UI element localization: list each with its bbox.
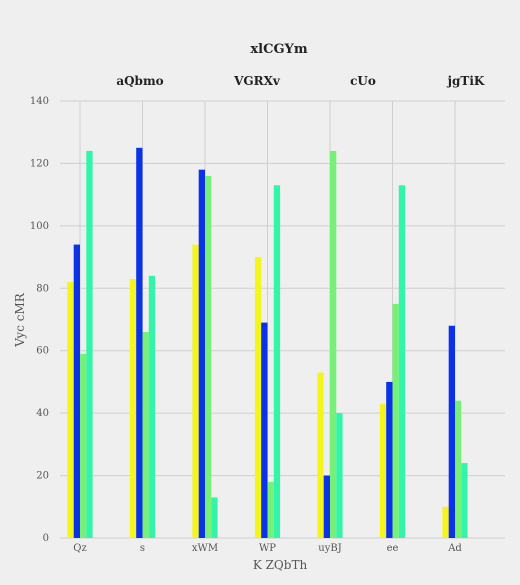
x-tick-label: xWM <box>192 543 218 554</box>
y-tick-label: 60 <box>36 346 49 357</box>
bar-VGRXv-Qz <box>73 244 80 539</box>
legend-entry-jgTiK: jgTiK <box>447 74 485 88</box>
bar-layer <box>67 147 468 539</box>
bar-aQbmo-s <box>129 278 137 538</box>
bar-cUo-s <box>142 331 149 538</box>
bar-cUo-Qz <box>80 353 87 538</box>
x-axis-label: K ZQbTh <box>253 558 308 572</box>
bar-cUo-uyBJ <box>330 150 337 538</box>
y-tick-label: 40 <box>36 408 49 419</box>
chart-title: xlCGYm <box>250 42 307 57</box>
y-tick-label: 80 <box>36 283 49 294</box>
bar-aQbmo-Ad <box>442 506 449 538</box>
x-tick-label: s <box>140 543 145 554</box>
bar-VGRXv-Ad <box>448 325 455 538</box>
y-tick-label: 100 <box>30 221 49 232</box>
bar-jgTiK-uyBJ <box>336 413 343 538</box>
y-tick-label: 120 <box>30 158 49 169</box>
bar-jgTiK-xWM <box>211 497 218 538</box>
x-tick-label: WP <box>259 543 276 554</box>
x-tick-label: ee <box>387 543 399 554</box>
bar-aQbmo-WP <box>254 257 262 538</box>
bar-VGRXv-uyBJ <box>323 475 330 538</box>
bar-VGRXv-s <box>136 147 143 539</box>
x-tick-label: uyBJ <box>318 543 341 554</box>
legend-entry-aQbmo: aQbmo <box>116 74 163 88</box>
bar-aQbmo-ee <box>379 403 387 538</box>
bar-aQbmo-uyBJ <box>317 372 324 538</box>
legend-entry-cUo: cUo <box>350 74 376 88</box>
x-tick-label: Ad <box>447 543 462 554</box>
bar-cUo-Ad <box>455 400 462 538</box>
bar-aQbmo-xWM <box>192 244 199 539</box>
bar-jgTiK-WP <box>273 185 281 538</box>
legend-entry-VGRXv: VGRXv <box>233 74 281 88</box>
tick-layer: 0 20 40 60 80 100 120 140 Qz s xWM WP uyBJ ee Ad <box>30 96 463 554</box>
legend: aQbmo VGRXv cUo jgTiK <box>116 74 485 88</box>
bar-VGRXv-WP <box>261 322 268 538</box>
bar-aQbmo-Qz <box>67 282 74 538</box>
bar-VGRXv-xWM <box>198 169 205 538</box>
y-axis-label: Vyc cMR <box>13 292 27 348</box>
bar-jgTiK-s <box>148 275 156 538</box>
bar-jgTiK-Qz <box>86 150 93 538</box>
y-tick-label: 0 <box>43 533 49 544</box>
y-tick-label: 20 <box>36 471 49 482</box>
bar-jgTiK-ee <box>398 185 406 538</box>
bar-VGRXv-ee <box>386 381 393 538</box>
bar-cUo-xWM <box>205 175 212 538</box>
y-tick-label: 140 <box>30 96 49 107</box>
x-tick-label: Qz <box>73 543 86 554</box>
bar-cUo-ee <box>392 303 399 538</box>
bar-cUo-WP <box>267 481 274 538</box>
bar-jgTiK-Ad <box>461 463 468 538</box>
